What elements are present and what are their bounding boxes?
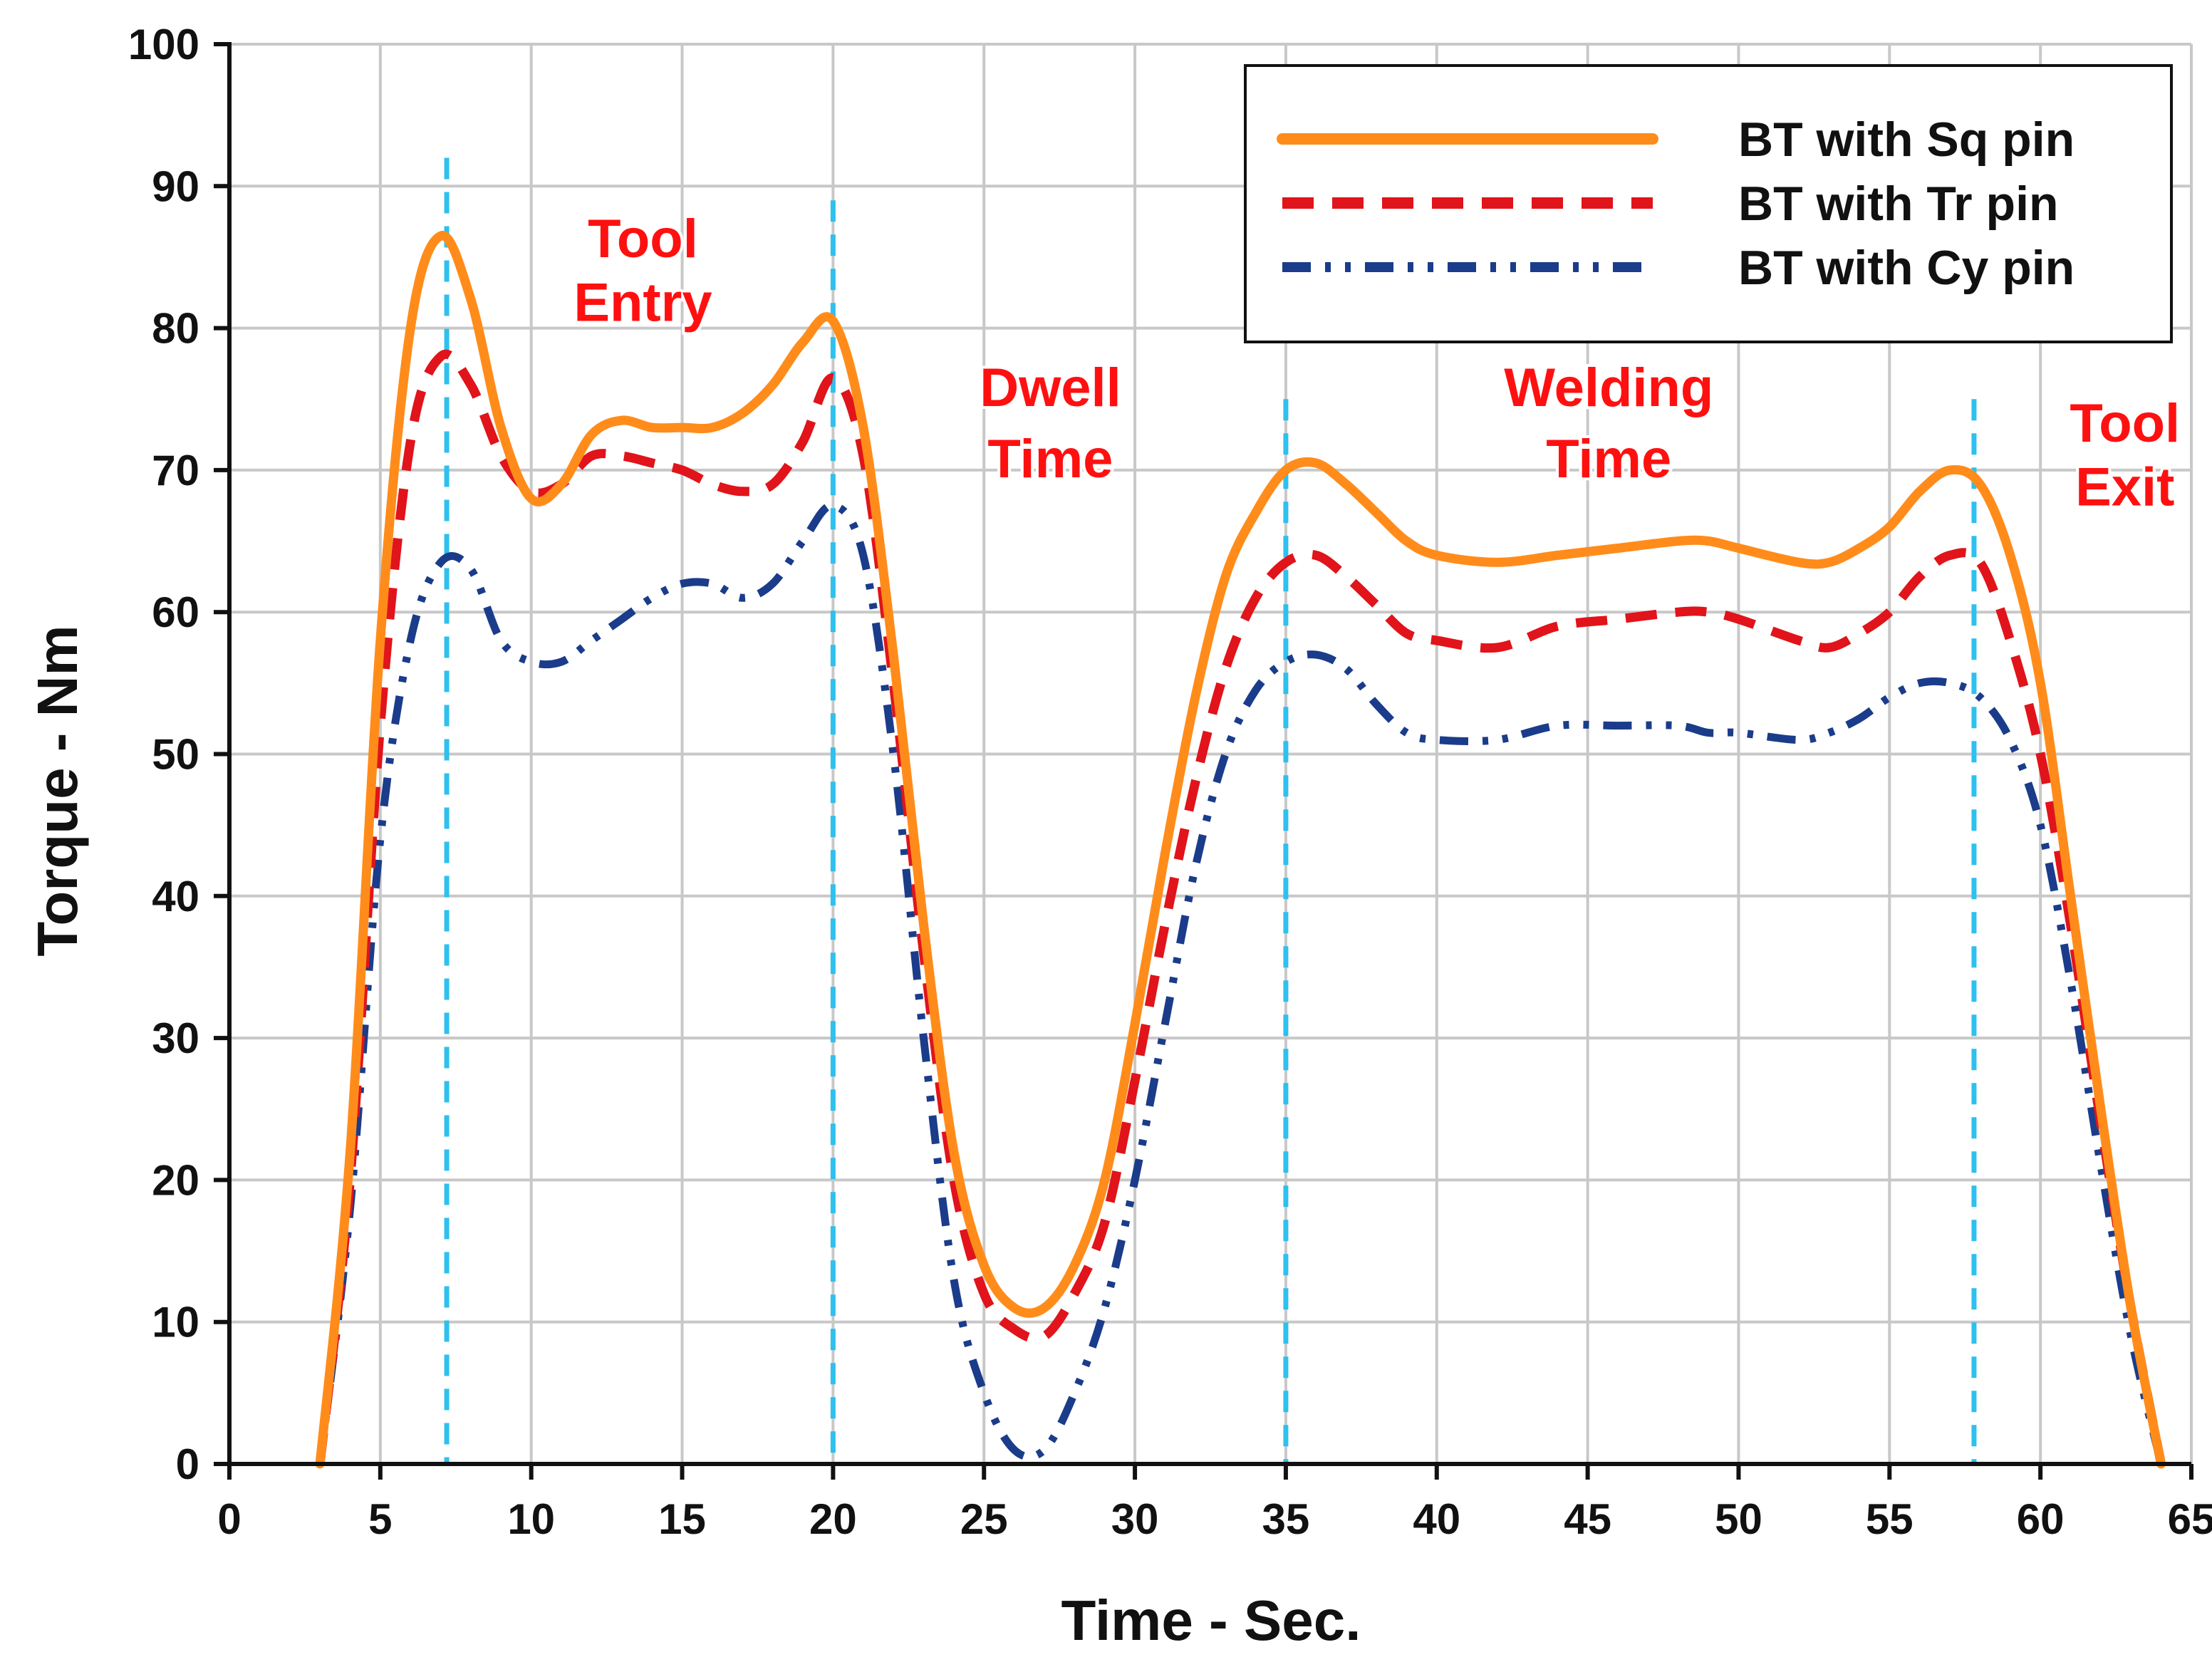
phase-markers [444,157,1977,1464]
phase-label-exit: Exit [2075,457,2174,518]
y-tick-label: 80 [152,305,199,353]
series-line-bt-with-tr-pin [315,349,2166,1465]
phase-label-time: Time [987,429,1113,489]
phase-label-dwell: Dwell [980,358,1121,418]
x-tick-label: 30 [1111,1495,1159,1543]
series-line-bt-with-cy-pin [316,502,2165,1465]
x-tick-label: 5 [368,1495,392,1543]
series-line-bt-with-sq-pin [315,231,2166,1469]
legend: BT with Sq pin BT with Tr pin BT with Cy p… [1244,64,2173,343]
y-tick-label: 100 [128,21,199,68]
x-tick-label: 20 [809,1495,857,1543]
legend-label: BT with Cy pin [1738,241,2075,295]
y-tick-label: 10 [152,1299,199,1346]
y-tick-label: 20 [152,1156,199,1204]
phase-label-welding: Welding [1504,358,1713,418]
x-tick-label: 60 [2017,1495,2065,1543]
x-tick-label: 55 [1866,1495,1914,1543]
phase-label-time: Time [1546,429,1671,489]
x-tick-label: 40 [1413,1495,1460,1543]
y-tick-label: 70 [152,447,199,494]
legend-label: BT with Sq pin [1738,113,2075,167]
x-tick-label: 50 [1715,1495,1762,1543]
x-tick-label: 65 [2168,1495,2212,1543]
y-tick-label: 60 [152,588,199,636]
legend-label: BT with Tr pin [1738,177,2059,231]
phase-label-entry: Entry [573,273,712,333]
x-axis-title: Time - Sec. [1061,1589,1361,1652]
x-tick-label: 45 [1564,1495,1611,1543]
y-tick-label: 0 [176,1440,199,1488]
x-tick-label: 10 [507,1495,555,1543]
axes: 0 5 10 15 20 25 30 35 40 45 50 55 60 65 0 10 20 30 40 50 60 7… [128,21,2212,1543]
phase-label-tool: Tool [2070,393,2180,454]
y-tick-label: 50 [152,731,199,779]
y-tick-label: 90 [152,162,199,210]
x-tick-label: 25 [960,1495,1008,1543]
x-tick-label: 35 [1262,1495,1310,1543]
y-axis-title: Torque - Nm [26,625,89,956]
y-tick-label: 40 [152,873,199,920]
phase-label-tool: Tool [588,209,698,269]
y-tick-label: 30 [152,1014,199,1062]
x-tick-label: 15 [658,1495,706,1543]
series [315,231,2166,1469]
x-tick-label: 0 [217,1495,241,1543]
